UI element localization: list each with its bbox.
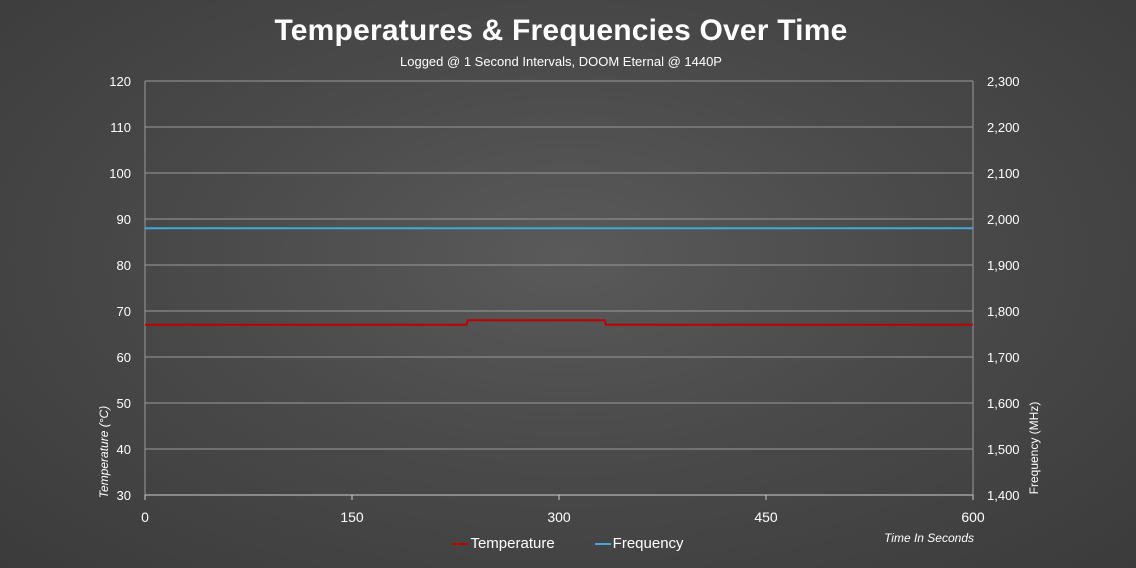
x-axis-title: Time In Seconds [884, 531, 974, 545]
y2-tick-label: 1,800 [987, 304, 1020, 319]
y2-axis-title: Frequency (MHz) [1027, 402, 1041, 495]
y-tick-label: 90 [117, 212, 131, 227]
y2-tick-label: 1,500 [987, 442, 1020, 457]
y-axis-title: Temperature (°C) [97, 406, 111, 498]
x-tick-label: 300 [547, 509, 571, 525]
y2-tick-label: 1,900 [987, 258, 1020, 273]
x-tick-label: 450 [754, 509, 778, 525]
y-tick-label: 30 [117, 488, 131, 503]
legend-label-frequency: Frequency [612, 535, 684, 552]
legend-swatch-temperature [452, 542, 469, 545]
x-tick-label: 0 [141, 509, 149, 525]
y2-tick-label: 2,200 [987, 120, 1020, 135]
legend-item-frequency: Frequency [594, 535, 684, 552]
chart-subtitle: Logged @ 1 Second Intervals, DOOM Eterna… [400, 54, 722, 69]
y-tick-label: 80 [117, 258, 131, 273]
y-tick-label: 100 [109, 166, 131, 181]
y-tick-label: 60 [117, 350, 131, 365]
gridlines [144, 80, 974, 500]
y-tick-label: 40 [117, 442, 131, 457]
y2-tick-label: 1,400 [987, 488, 1020, 503]
left-axis-ticks: 120 110 100 90 80 70 60 50 40 30 [109, 74, 131, 503]
y2-tick-label: 1,600 [987, 396, 1020, 411]
y2-tick-label: 1,700 [987, 350, 1020, 365]
series-lines [145, 227, 973, 326]
series-line-temperature [145, 319, 973, 326]
y2-tick-label: 2,000 [987, 212, 1020, 227]
legend-swatch-frequency [594, 542, 611, 545]
legend: Temperature Frequency [0, 535, 1136, 552]
right-axis-ticks: 2,300 2,200 2,100 2,000 1,900 1,800 1,700 1,600… [987, 74, 1020, 503]
y-tick-label: 50 [117, 396, 131, 411]
chart-title: Temperatures & Frequencies Over Time [274, 14, 848, 47]
y2-tick-label: 2,100 [987, 166, 1020, 181]
legend-label-temperature: Temperature [470, 535, 555, 552]
y-tick-label: 110 [110, 120, 131, 135]
y-tick-label: 120 [109, 74, 131, 89]
y2-tick-label: 2,300 [987, 74, 1020, 89]
legend-item-temperature: Temperature [452, 535, 555, 552]
x-tick-label: 600 [961, 509, 985, 525]
x-tick-label: 150 [340, 509, 364, 525]
x-axis-ticks: 0 150 300 450 600 [141, 495, 985, 525]
y-tick-label: 70 [117, 304, 131, 319]
